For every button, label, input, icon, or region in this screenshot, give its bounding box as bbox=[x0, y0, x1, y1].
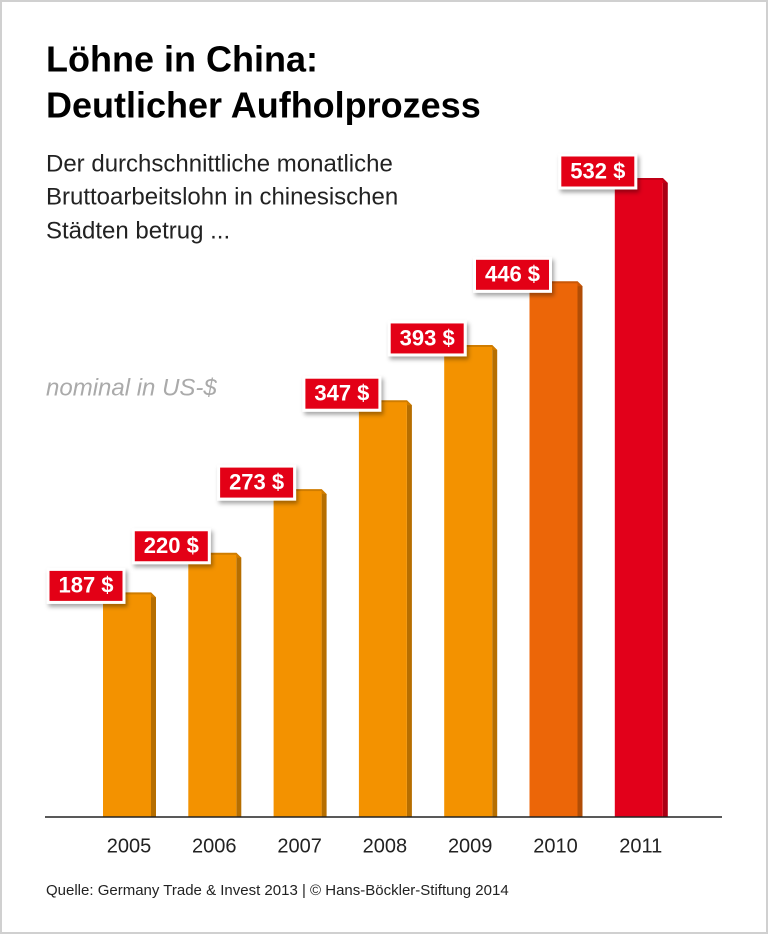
chart-title: Deutlicher Aufholprozess bbox=[46, 85, 481, 126]
bar bbox=[358, 402, 407, 817]
bar-side bbox=[662, 178, 668, 817]
annotation: nominal in US-$ bbox=[46, 374, 217, 401]
value-label-box bbox=[302, 375, 382, 412]
bar bbox=[444, 346, 493, 817]
source: Quelle: Germany Trade & Invest 2013 | © … bbox=[46, 882, 509, 899]
bar bbox=[614, 180, 663, 817]
value-label: 220 $ bbox=[144, 533, 199, 558]
x-tick-label: 2011 bbox=[619, 835, 662, 857]
bar-side bbox=[236, 552, 242, 817]
value-label: 273 $ bbox=[229, 469, 284, 494]
x-tick-label: 2008 bbox=[363, 835, 408, 857]
bar-side bbox=[406, 400, 412, 817]
subtitle: Der durchschnittliche monatliche bbox=[46, 150, 393, 177]
value-label-box bbox=[131, 528, 211, 565]
chart-title: Löhne in China: bbox=[46, 39, 318, 80]
value-label-box bbox=[558, 153, 638, 190]
value-label: 187 $ bbox=[58, 573, 113, 598]
bar-side bbox=[577, 281, 583, 817]
value-label: 393 $ bbox=[400, 325, 455, 350]
x-tick-label: 2006 bbox=[192, 835, 237, 857]
x-tick-label: 2009 bbox=[448, 835, 493, 857]
bar bbox=[273, 491, 322, 817]
bar bbox=[529, 283, 578, 817]
value-label: 347 $ bbox=[314, 381, 369, 406]
bar bbox=[188, 554, 237, 817]
value-label-box bbox=[473, 256, 552, 293]
x-tick-label: 2007 bbox=[277, 835, 322, 857]
subtitle: Städten betrug ... bbox=[46, 217, 230, 244]
value-label-box bbox=[387, 320, 467, 357]
x-tick-label: 2005 bbox=[107, 835, 152, 857]
x-tick-label: 2010 bbox=[533, 835, 578, 857]
bar-side bbox=[492, 344, 498, 817]
value-label: 532 $ bbox=[570, 158, 625, 183]
value-label-box bbox=[46, 567, 126, 604]
value-label-box bbox=[217, 464, 297, 501]
value-label: 446 $ bbox=[485, 262, 540, 287]
bar-side bbox=[151, 592, 156, 817]
subtitle: Bruttoarbeitslohn in chinesischen bbox=[46, 183, 398, 210]
bar-side bbox=[321, 489, 327, 817]
bar bbox=[103, 594, 151, 817]
